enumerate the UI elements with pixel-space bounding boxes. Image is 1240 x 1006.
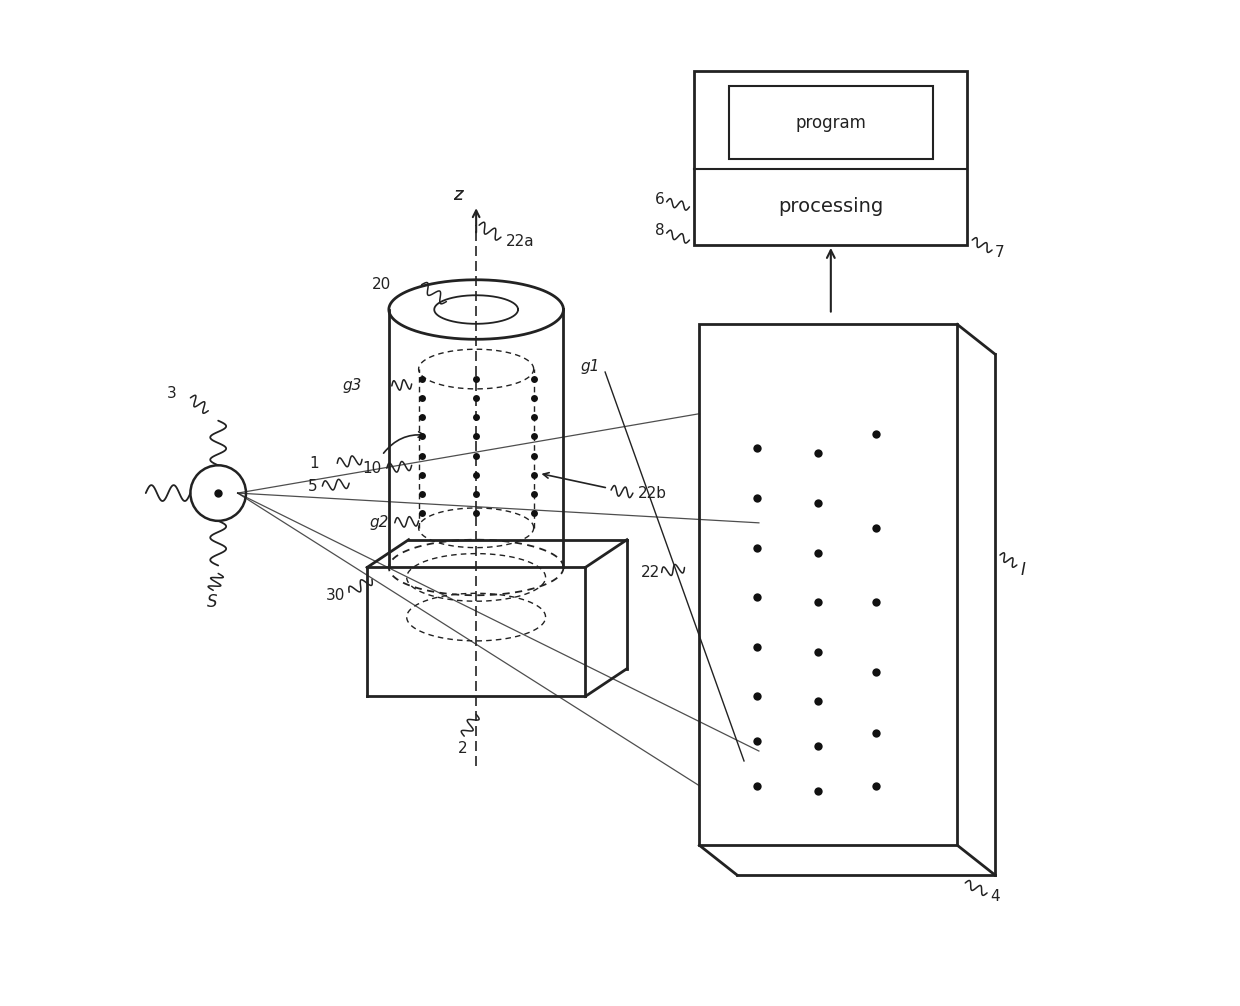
Text: g3: g3	[342, 378, 362, 393]
Text: 20: 20	[372, 278, 392, 292]
Text: 1: 1	[310, 456, 320, 471]
Text: 6: 6	[655, 192, 665, 207]
Text: 5: 5	[308, 479, 317, 494]
Text: 10: 10	[362, 461, 382, 476]
Text: I: I	[1021, 561, 1025, 579]
Text: processing: processing	[779, 197, 883, 216]
Text: 3: 3	[166, 386, 176, 401]
Text: 4: 4	[990, 889, 999, 904]
Text: 2: 2	[458, 740, 467, 756]
Text: 22a: 22a	[506, 233, 534, 248]
Text: z: z	[454, 186, 463, 204]
Text: 30: 30	[326, 588, 345, 603]
Text: 7: 7	[994, 245, 1004, 261]
Text: 22: 22	[640, 565, 660, 579]
Text: 8: 8	[655, 222, 665, 237]
Text: g2: g2	[370, 515, 389, 530]
Text: program: program	[795, 114, 867, 132]
Text: z: z	[454, 186, 463, 204]
Text: g1: g1	[580, 358, 600, 373]
Text: S: S	[207, 594, 217, 612]
Text: 22b: 22b	[637, 486, 667, 501]
